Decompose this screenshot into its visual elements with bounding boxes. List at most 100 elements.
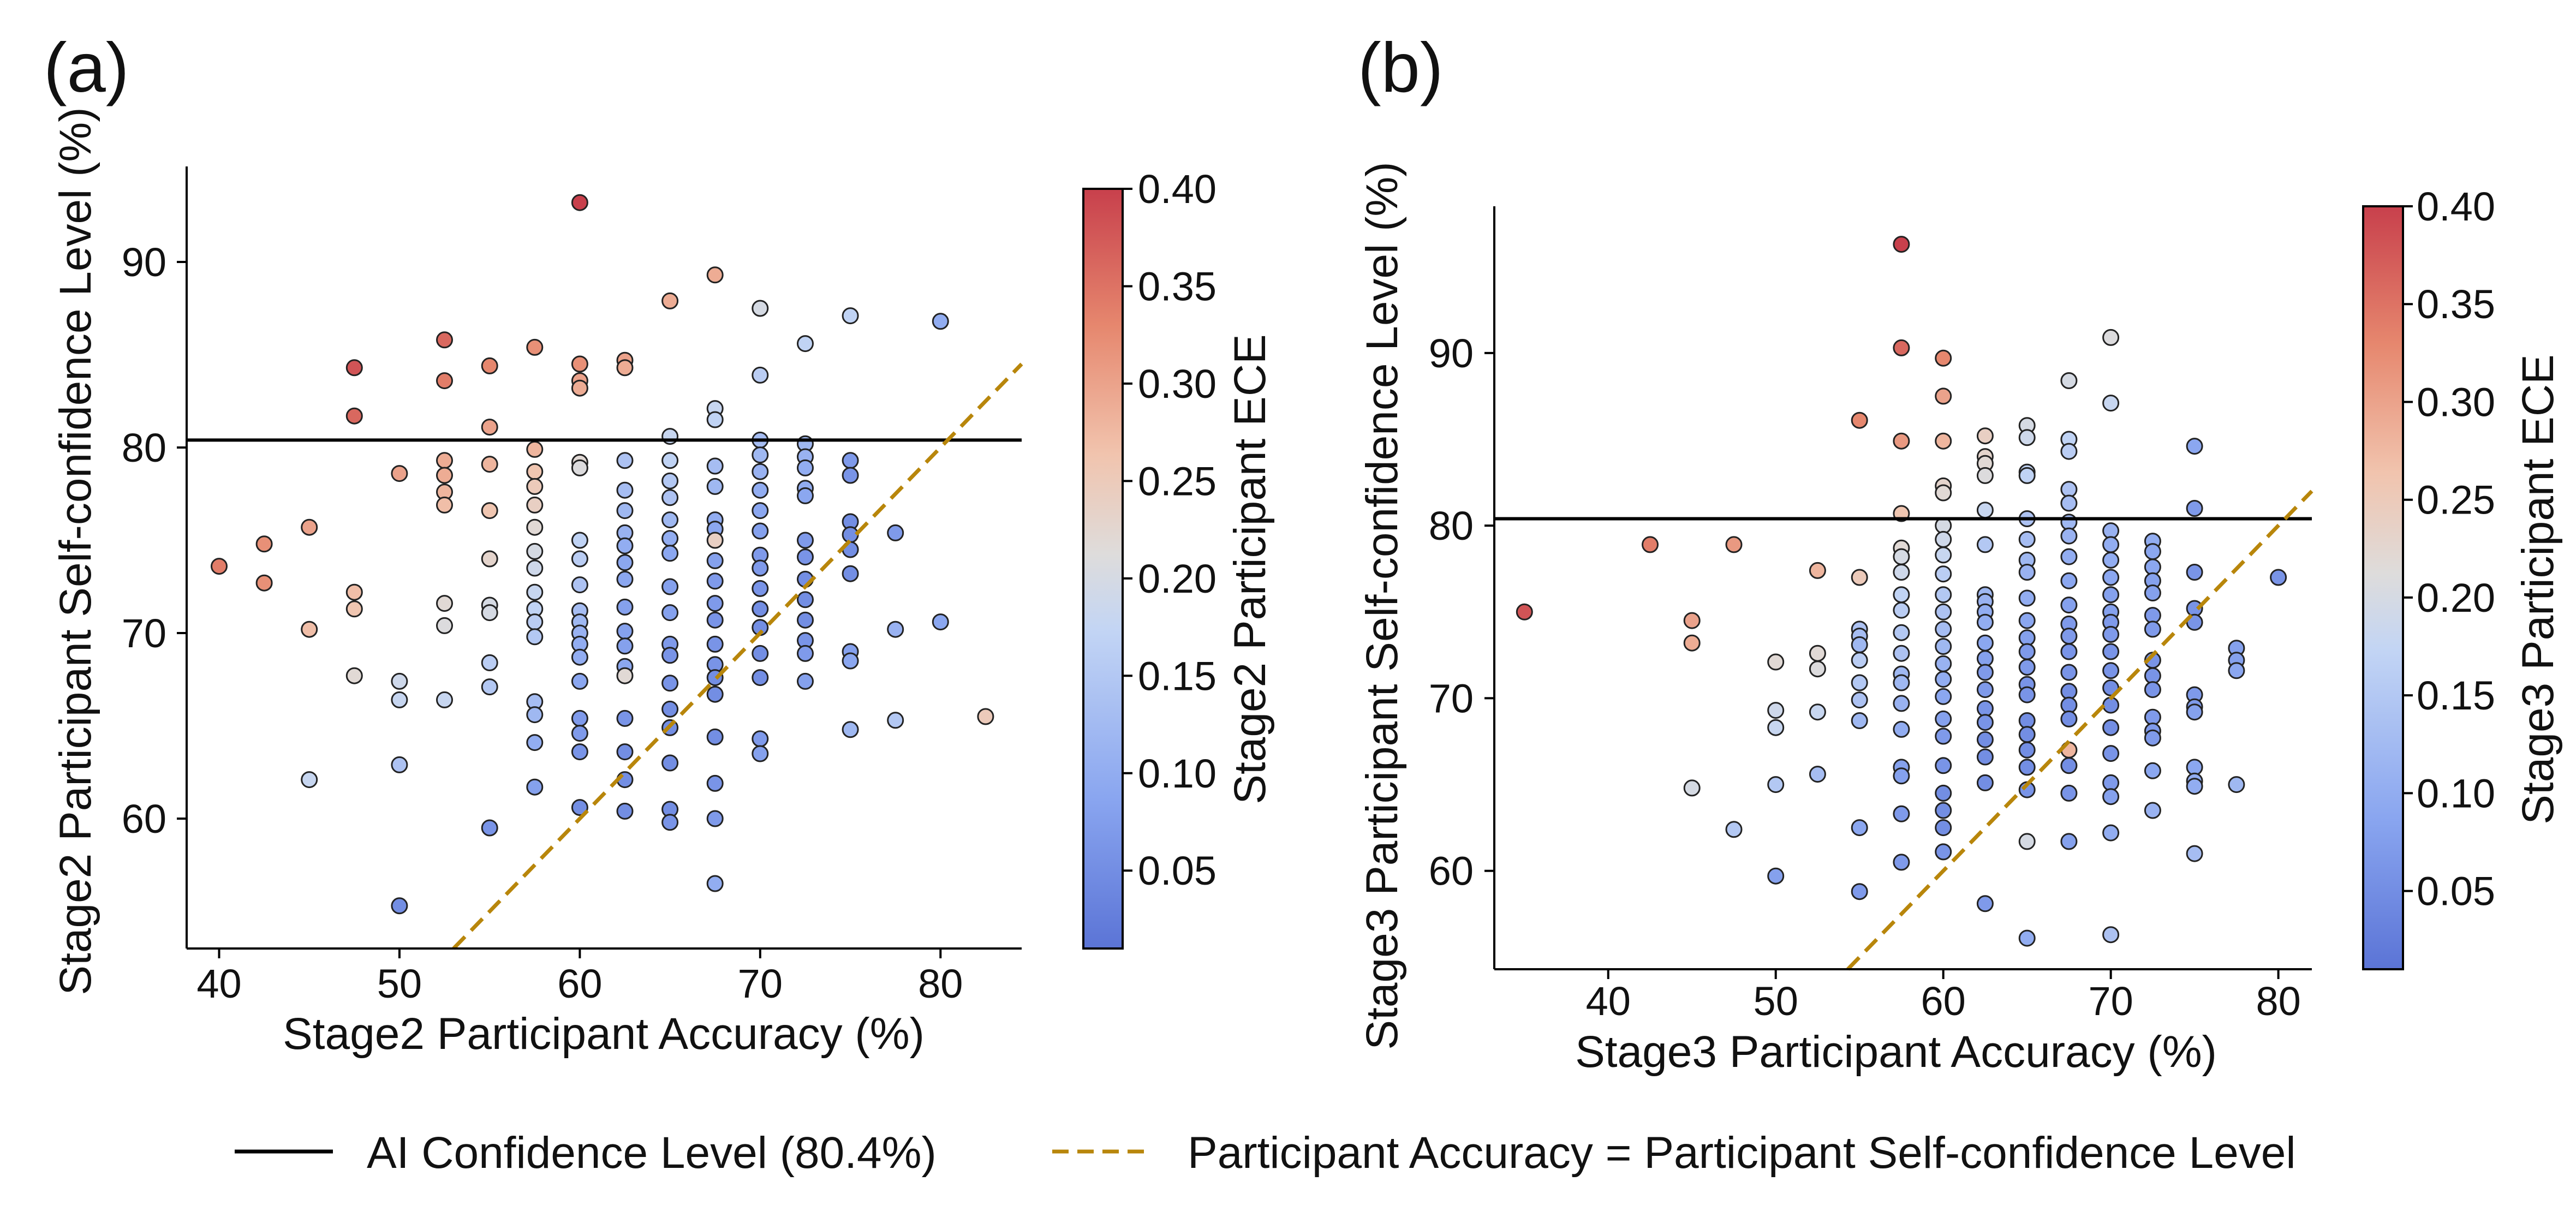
scatter-point — [571, 648, 588, 666]
scatter-point — [571, 672, 588, 690]
scatter-point — [1976, 714, 1994, 731]
scatter-point — [706, 552, 724, 569]
scatter-point — [571, 532, 588, 549]
scatter-point — [571, 743, 588, 761]
scatter-point — [436, 496, 453, 514]
scatter-point — [2186, 845, 2203, 862]
scatter-point — [2018, 686, 2036, 703]
panel-a-x-axis-label: Stage2 Participant Accuracy (%) — [283, 1009, 925, 1059]
y-tick-label: 70 — [1429, 676, 1474, 721]
scatter-point — [1851, 819, 1868, 837]
scatter-point — [887, 524, 904, 541]
scatter-point — [1935, 757, 1952, 774]
scatter-point — [481, 419, 498, 436]
colorbar-tick-label: 0.30 — [1138, 361, 1217, 407]
scatter-point — [1893, 339, 1910, 356]
scatter-point — [2186, 778, 2203, 795]
scatter-point — [661, 292, 679, 309]
scatter-point — [1935, 484, 1952, 502]
scatter-point — [797, 532, 814, 549]
scatter-point — [2186, 564, 2203, 581]
scatter-point — [2102, 569, 2120, 586]
colorbar-tick-label: 0.30 — [2417, 379, 2495, 425]
scatter-point — [391, 756, 408, 773]
scatter-point — [1683, 634, 1701, 652]
scatter-point — [1976, 748, 1994, 766]
scatter-point — [752, 502, 769, 520]
scatter-point — [1893, 805, 1910, 822]
scatter-point — [661, 472, 679, 490]
scatter-point — [1893, 432, 1910, 450]
scatter-point — [2060, 757, 2078, 774]
scatter-point — [1893, 645, 1910, 662]
scatter-point — [255, 535, 273, 553]
scatter-point — [797, 459, 814, 476]
scatter-point — [2186, 438, 2203, 455]
colorbar-tick-label: 0.10 — [1138, 751, 1217, 796]
scatter-point — [526, 518, 544, 536]
scatter-point — [481, 550, 498, 568]
colorbar-gradient — [2362, 205, 2404, 970]
scatter-point — [887, 712, 904, 729]
scatter-point — [1893, 767, 1910, 785]
scatter-point — [616, 743, 634, 761]
scatter-point — [932, 613, 949, 631]
scatter-point — [2018, 659, 2036, 676]
scatter-point — [1851, 652, 1868, 669]
scatter-point — [706, 532, 724, 549]
scatter-point — [706, 728, 724, 745]
scatter-point — [706, 595, 724, 612]
scatter-point — [571, 576, 588, 594]
x-tick-label: 70 — [2088, 979, 2133, 1024]
scatter-point — [842, 652, 859, 670]
y-tick-label: 60 — [122, 796, 166, 842]
scatter-point — [301, 621, 318, 638]
scatter-point — [616, 598, 634, 616]
scatter-point — [1935, 530, 1952, 548]
scatter-point — [616, 554, 634, 571]
x-tick-label: 40 — [196, 961, 241, 1006]
scatter-point — [1976, 774, 1994, 791]
scatter-point — [2060, 443, 2078, 460]
scatter-point — [2228, 776, 2245, 794]
x-tick-label: 80 — [2256, 979, 2300, 1024]
scatter-point — [1935, 432, 1952, 450]
scatter-point — [842, 467, 859, 484]
scatter-point — [2060, 628, 2078, 645]
colorbar-tick-label: 0.25 — [2417, 478, 2495, 523]
scatter-point — [301, 771, 318, 789]
scatter-point — [1935, 784, 1952, 802]
scatter-point — [661, 700, 679, 718]
scatter-point — [2102, 788, 2120, 806]
scatter-point — [1935, 819, 1952, 837]
scatter-point — [1809, 766, 1826, 783]
colorbar-tick-label: 0.10 — [2417, 771, 2495, 816]
panel-a-colorbar-label: Stage2 Participant ECE — [1225, 334, 1275, 804]
scatter-point — [2186, 500, 2203, 517]
x-tick-label: 50 — [1754, 979, 1798, 1024]
colorbar-tick-label: 0.20 — [2417, 575, 2495, 621]
y-tick-label: 60 — [1429, 849, 1474, 894]
scatter-point — [255, 574, 273, 592]
scatter-point — [706, 875, 724, 892]
scatter-point — [706, 457, 724, 475]
panel-a-points — [211, 194, 994, 915]
scatter-point — [661, 545, 679, 562]
y-tick-label: 90 — [122, 240, 166, 285]
scatter-point — [2060, 664, 2078, 681]
scatter-point — [436, 691, 453, 708]
scatter-point — [661, 511, 679, 529]
scatter-point — [616, 667, 634, 684]
colorbar-tick-label: 0.40 — [1138, 166, 1217, 212]
scatter-point — [932, 313, 949, 330]
scatter-point — [616, 570, 634, 588]
scatter-point — [1935, 621, 1952, 638]
scatter-point — [1767, 653, 1785, 671]
scatter-point — [571, 355, 588, 373]
scatter-point — [1893, 854, 1910, 871]
scatter-point — [1893, 236, 1910, 253]
scatter-point — [1935, 671, 1952, 688]
scatter-point — [752, 600, 769, 618]
panel-b-x-axis-label: Stage3 Participant Accuracy (%) — [1575, 1027, 2217, 1077]
